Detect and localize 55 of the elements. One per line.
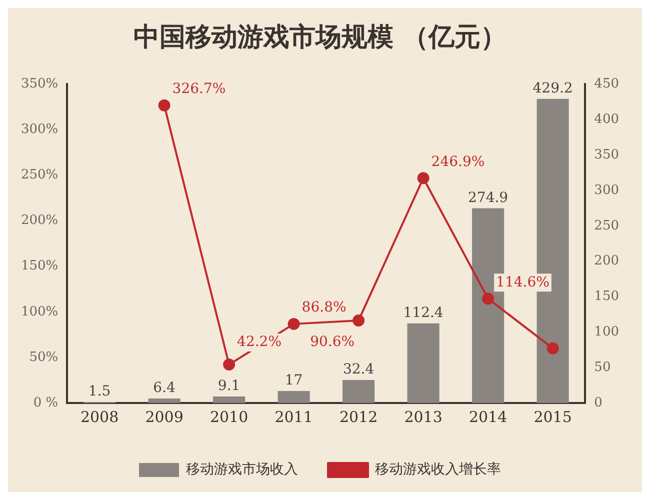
y-tick-label: 100% [20, 304, 58, 320]
data-label: 42.2% [237, 334, 282, 350]
y2-tick-label: 450 [594, 76, 620, 92]
point [288, 318, 300, 330]
y2-tick-label: 0 [594, 395, 602, 410]
point [482, 292, 494, 305]
bar [148, 398, 180, 403]
data-label: 9.1 [218, 378, 240, 394]
y-tick-label: 0 % [33, 395, 58, 410]
y-tick-label: 300% [20, 122, 58, 138]
bar [342, 380, 375, 403]
x-tick-label: 2015 [534, 408, 572, 426]
y-tick-label: 250% [20, 168, 58, 183]
data-label: 429.2 [532, 80, 573, 97]
data-label: 326.7% [172, 81, 226, 98]
data-label: 1.5 [88, 384, 111, 400]
y2-tick-label: 150 [594, 289, 620, 304]
data-label: 90.6% [310, 334, 355, 350]
y2-tick-label: 400 [594, 112, 620, 127]
x-tick-label: 2014 [468, 408, 508, 426]
y-tick-label: 350% [20, 76, 58, 92]
data-label: 6.4 [153, 380, 176, 396]
y-tick-label: 150% [20, 258, 58, 274]
x-tick-label: 2008 [80, 408, 119, 426]
data-label: 17 [284, 372, 303, 389]
point [417, 172, 430, 184]
bar [407, 323, 440, 403]
y2-tick-label: 350 [594, 147, 620, 162]
data-label: 32.4 [342, 362, 374, 378]
x-tick-label: 2011 [274, 408, 313, 426]
x-tick-label: 2010 [210, 408, 248, 426]
x-tick-label: 2013 [404, 408, 442, 426]
chart-title: 中国移动游戏市场规模 （亿元） [133, 22, 507, 52]
y2-tick-label: 300 [594, 182, 620, 198]
data-label: 274.9 [468, 190, 508, 206]
x-tick-label: 2012 [339, 408, 378, 426]
bar [278, 390, 310, 403]
bar [213, 396, 246, 403]
y2-tick-label: 100 [594, 324, 620, 340]
y-tick-label: 200% [20, 213, 58, 228]
x-tick-label: 2009 [145, 408, 184, 426]
y2-tick-label: 250 [594, 218, 620, 234]
point [352, 314, 365, 326]
y2-tick-label: 200 [594, 254, 620, 269]
data-label: 86.8% [302, 300, 346, 316]
point [158, 99, 170, 112]
point [546, 342, 559, 354]
point [223, 358, 236, 371]
legend-label: 移动游戏市场收入 [186, 462, 298, 478]
data-label: 114.6% [496, 274, 550, 290]
legend-label: 移动游戏收入增长率 [375, 462, 501, 478]
y-tick-label: 50% [29, 350, 58, 365]
data-label: 112.4 [403, 305, 444, 322]
y2-tick-label: 50 [594, 360, 611, 375]
data-label: 246.9% [431, 154, 485, 170]
